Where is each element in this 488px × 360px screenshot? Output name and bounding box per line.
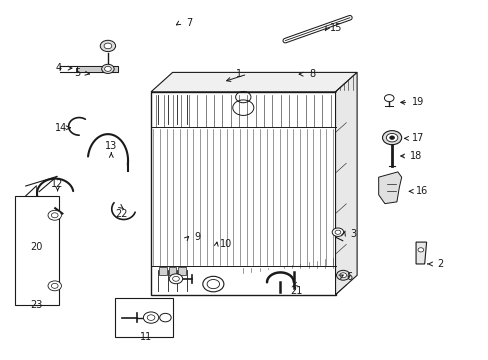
Circle shape: [339, 273, 346, 278]
Polygon shape: [151, 72, 356, 92]
Circle shape: [331, 228, 343, 237]
Circle shape: [336, 270, 349, 280]
Bar: [151, 92, 335, 294]
Text: 13: 13: [105, 141, 117, 152]
Circle shape: [169, 274, 183, 284]
Text: 18: 18: [409, 151, 421, 161]
Text: 11: 11: [140, 332, 152, 342]
Circle shape: [104, 43, 112, 49]
Text: 20: 20: [30, 242, 42, 252]
Bar: [168, 267, 176, 275]
Bar: [115, 298, 172, 337]
Text: 15: 15: [330, 23, 342, 33]
Circle shape: [382, 131, 401, 145]
Circle shape: [104, 66, 111, 71]
Text: 14: 14: [55, 123, 67, 133]
Text: 23: 23: [30, 300, 42, 310]
Text: 7: 7: [185, 18, 192, 28]
Text: 1: 1: [235, 69, 242, 79]
Text: 8: 8: [309, 69, 315, 79]
Circle shape: [384, 95, 393, 102]
Text: 2: 2: [436, 259, 442, 269]
Text: 16: 16: [415, 186, 427, 196]
Circle shape: [51, 283, 58, 288]
Text: 21: 21: [289, 286, 302, 296]
Text: 6: 6: [345, 272, 351, 282]
Polygon shape: [415, 242, 426, 264]
Circle shape: [386, 134, 397, 142]
Circle shape: [389, 136, 394, 139]
Circle shape: [143, 312, 159, 323]
Text: 19: 19: [411, 98, 423, 107]
Circle shape: [51, 213, 58, 218]
Circle shape: [417, 248, 423, 252]
Bar: [16, 196, 59, 305]
Text: 22: 22: [115, 208, 127, 219]
Circle shape: [102, 64, 114, 73]
Text: 9: 9: [194, 232, 200, 242]
Circle shape: [203, 276, 224, 292]
Circle shape: [100, 40, 115, 51]
Text: 5: 5: [75, 68, 81, 78]
Text: 4: 4: [55, 63, 61, 73]
Circle shape: [334, 230, 340, 234]
Bar: [178, 267, 185, 275]
Circle shape: [147, 315, 155, 320]
Circle shape: [207, 279, 219, 289]
Text: 12: 12: [51, 179, 63, 189]
Circle shape: [48, 281, 61, 291]
Bar: [159, 267, 166, 275]
Text: 10: 10: [220, 239, 232, 248]
Text: 3: 3: [350, 229, 356, 239]
Circle shape: [160, 313, 171, 322]
Polygon shape: [335, 72, 356, 294]
Polygon shape: [378, 172, 401, 204]
Circle shape: [172, 276, 179, 281]
Polygon shape: [77, 66, 117, 72]
Text: 17: 17: [411, 133, 423, 143]
Circle shape: [48, 210, 61, 220]
